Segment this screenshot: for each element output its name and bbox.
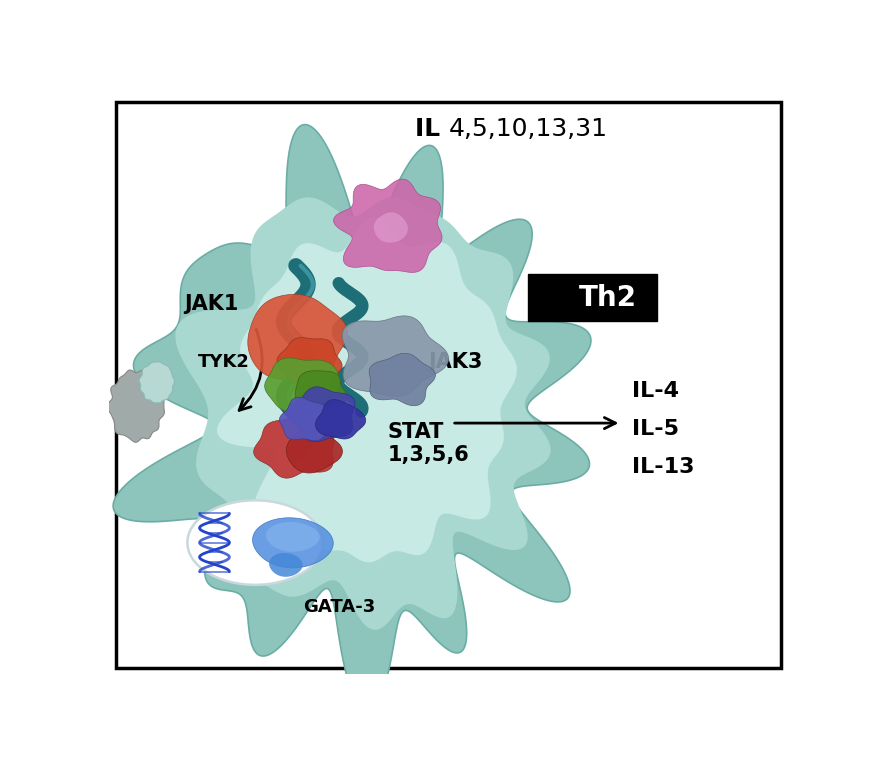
Text: JAK3: JAK3 [428,352,482,372]
Polygon shape [266,522,319,552]
Polygon shape [316,400,366,439]
FancyBboxPatch shape [116,102,780,668]
Polygon shape [295,371,347,407]
Text: IL: IL [415,117,449,141]
Text: JAK1: JAK1 [184,294,238,313]
Text: IL-4: IL-4 [632,381,678,401]
Polygon shape [217,217,517,562]
Polygon shape [175,198,550,630]
Polygon shape [287,387,355,442]
Polygon shape [270,553,303,577]
Polygon shape [279,397,333,441]
Polygon shape [286,429,342,473]
Ellipse shape [187,500,323,585]
Text: STAT
1,3,5,6: STAT 1,3,5,6 [388,422,469,465]
Polygon shape [254,413,334,478]
Text: TYK2: TYK2 [198,353,249,371]
Polygon shape [333,179,442,273]
FancyBboxPatch shape [528,274,657,321]
Text: IL-5: IL-5 [632,419,678,439]
Polygon shape [107,370,164,442]
Text: IL-13: IL-13 [632,456,694,477]
Polygon shape [265,358,340,413]
Text: 4,5,10,13,31: 4,5,10,13,31 [449,117,607,141]
Text: GATA-3: GATA-3 [303,598,374,615]
Polygon shape [277,338,342,387]
Text: Th2: Th2 [578,284,637,312]
Polygon shape [369,354,436,406]
Polygon shape [342,316,449,397]
Polygon shape [374,212,408,243]
Polygon shape [248,294,347,381]
Polygon shape [253,518,333,568]
Polygon shape [113,125,591,711]
Polygon shape [139,362,174,403]
